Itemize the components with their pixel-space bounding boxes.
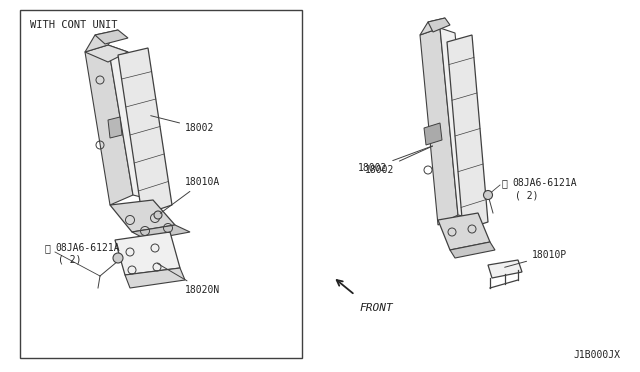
Text: 18010A: 18010A <box>160 177 220 214</box>
Polygon shape <box>85 45 128 62</box>
Polygon shape <box>85 30 118 52</box>
Text: 08JA6-6121A: 08JA6-6121A <box>512 178 577 188</box>
Text: FRONT: FRONT <box>360 303 394 313</box>
Text: 18002: 18002 <box>358 146 433 173</box>
Text: WITH CONT UNIT: WITH CONT UNIT <box>30 20 118 30</box>
Polygon shape <box>118 48 172 215</box>
Polygon shape <box>488 260 522 278</box>
Polygon shape <box>420 28 458 225</box>
Polygon shape <box>115 232 180 275</box>
Polygon shape <box>440 28 472 218</box>
Text: 18010P: 18010P <box>505 250 567 267</box>
Polygon shape <box>438 213 490 250</box>
Polygon shape <box>108 117 122 138</box>
Polygon shape <box>95 30 128 44</box>
Circle shape <box>154 211 162 219</box>
Polygon shape <box>85 45 133 205</box>
Circle shape <box>483 190 493 199</box>
Text: ( 2): ( 2) <box>515 190 538 200</box>
Polygon shape <box>447 35 488 230</box>
Polygon shape <box>110 200 175 232</box>
Text: ( 2): ( 2) <box>58 255 81 265</box>
Polygon shape <box>420 18 445 35</box>
Polygon shape <box>428 18 450 32</box>
Text: 18020N: 18020N <box>157 263 220 295</box>
Text: 08JA6-6121A: 08JA6-6121A <box>55 243 120 253</box>
Polygon shape <box>125 268 185 288</box>
Bar <box>20 10 302 358</box>
Text: 18002: 18002 <box>365 146 433 175</box>
Text: Ⓑ: Ⓑ <box>502 178 508 188</box>
Polygon shape <box>108 45 153 200</box>
Text: 18002: 18002 <box>150 116 214 133</box>
Text: Ⓑ: Ⓑ <box>45 243 51 253</box>
Polygon shape <box>450 242 495 258</box>
Text: J1B000JX: J1B000JX <box>573 350 620 360</box>
Polygon shape <box>132 225 190 240</box>
Polygon shape <box>424 123 442 145</box>
Circle shape <box>113 253 123 263</box>
